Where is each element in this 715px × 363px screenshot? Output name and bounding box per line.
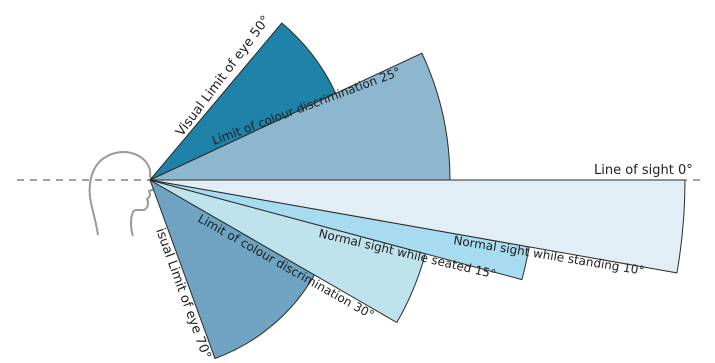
label-line-of-sight: Line of sight 0° [594, 163, 693, 178]
head-profile-icon [88, 151, 157, 237]
sector-colour-limit-up [149, 52, 451, 181]
sector-visual-limit-down [149, 178, 316, 360]
sector-standing-sight [149, 179, 686, 274]
